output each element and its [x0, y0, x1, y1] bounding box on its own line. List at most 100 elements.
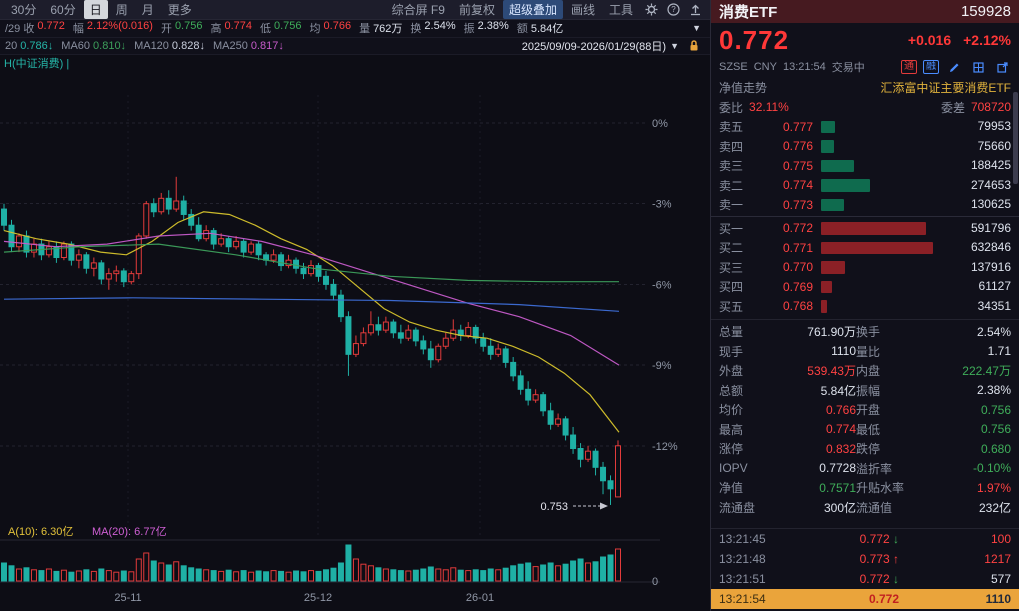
stat-label: 现手 [719, 344, 744, 359]
order-book: 卖五 0.777 79953 卖四 0.776 75660 卖三 0.775 188425 卖二 0… [711, 117, 1019, 316]
level-price: 0.775 [782, 158, 813, 173]
ma-items: 20 0.786↓ MA60 0.810↓ MA120 0.828↓ MA250 0.817↓ [5, 40, 292, 52]
quote-stat: /29 收 0.772 [5, 20, 65, 36]
external-link-icon[interactable] [995, 59, 1009, 75]
tick-price-cell: 0.772 ↓ [789, 572, 899, 586]
range-chevron-icon[interactable]: ▼ [670, 40, 679, 51]
level-volume-cell: 61127 [813, 277, 1011, 297]
ask-row-卖四[interactable]: 卖四 0.776 75660 [711, 137, 1019, 157]
ask-row-卖一[interactable]: 卖一 0.773 130625 [711, 195, 1019, 215]
scrollbar[interactable] [1013, 92, 1018, 184]
period-tab-月[interactable]: 月 [141, 3, 154, 18]
quote-stat-label: 均 [309, 23, 321, 36]
tool-button-前复权[interactable]: 前复权 [458, 3, 495, 18]
price-change-pct: +2.12% [963, 32, 1011, 48]
tick-volume: 1110 [985, 592, 1011, 606]
gear-icon[interactable] [642, 2, 660, 18]
nav-trend-row[interactable]: 净值走势 汇添富中证主要消费ETF [711, 77, 1019, 97]
svg-text:-12%: -12% [652, 441, 678, 453]
stats-grid: 总量 761.90万 换手 2.54% 现手 1110 量比 1.71 外盘 539.43万 内盘 2… [711, 319, 1019, 517]
period-tab-日[interactable]: 日 [83, 0, 108, 20]
security-name: 消费ETF [719, 4, 778, 21]
tick-row-13:21:54: 13:21:54 0.772 1110 [711, 589, 1019, 609]
date-range-label[interactable]: 2025/09/09-2026/01/29(88日) [521, 40, 667, 53]
tool-button-画线[interactable]: 画线 [570, 3, 595, 18]
level-price: 0.772 [782, 221, 813, 236]
tool-buttons: 综合屏 F9 前复权 超级叠加 画线 工具 [385, 0, 640, 20]
fund-name: 汇添富中证主要消费ETF [880, 80, 1011, 95]
level-volume-cell: 79953 [813, 117, 1011, 137]
candlestick-chart[interactable]: 0% -3% -6% -9% -12% 25-11 25-12 26-01 0 H(中证消费) |… [0, 55, 710, 606]
level-label: 卖三 [719, 159, 744, 174]
bid-row-买五[interactable]: 买五 0.768 34351 [711, 297, 1019, 317]
svg-text:25-11: 25-11 [114, 592, 141, 604]
quote-info-row: /29 收 0.772 幅 2.12%(0.016) 开 0.756 高 0.774 低 0.75… [0, 20, 710, 38]
level-label: 卖二 [719, 178, 744, 193]
stat-value: 0.7728 [819, 461, 856, 476]
bid-row-买四[interactable]: 买四 0.769 61127 [711, 277, 1019, 297]
level-price: 0.777 [782, 119, 813, 134]
stat-label: 净值 [719, 481, 744, 496]
stat-value: 2.54% [976, 324, 1011, 339]
chevron-down-icon[interactable]: ▼ [692, 23, 701, 34]
stat-value: 1.71 [987, 344, 1011, 359]
weibi-value: 32.11% [749, 100, 789, 114]
bid-row-买一[interactable]: 买一 0.772 591796 [711, 219, 1019, 239]
tick-trade-list[interactable]: 13:21:45 0.772 ↓ 100 13:21:48 0.773 ↑ 1217 13:… [711, 528, 1019, 611]
level-volume-cell: 188425 [813, 156, 1011, 176]
quote-panel: 消费ETF 159928 0.772 +0.016 +2.12% SZSE CN… [710, 0, 1019, 611]
level-price: 0.771 [782, 240, 813, 255]
stat-label: 振幅 [856, 383, 881, 398]
quote-header: 消费ETF 159928 [711, 0, 1019, 23]
stat-label: 开盘 [856, 403, 881, 418]
market-meta-row: SZSE CNY 13:21:54 交易中 通 融 [711, 57, 1019, 77]
buy-depth-bar [821, 280, 832, 293]
tick-price-cell: 0.772 ↓ [789, 532, 899, 546]
period-tab-更多[interactable]: 更多 [167, 3, 192, 18]
stat-label: 最高 [719, 422, 744, 437]
period-tab-60分[interactable]: 60分 [50, 3, 76, 18]
tick-row-13:21:51: 13:21:51 0.772 ↓ 577 [711, 569, 1019, 589]
ask-row-卖三[interactable]: 卖三 0.775 188425 [711, 156, 1019, 176]
svg-text:H(中证消费) |: H(中证消费) | [4, 56, 69, 70]
stat-label: 内盘 [856, 364, 881, 379]
toolbar: 30分 60分日周月更多 综合屏 F9 前复权 超级叠加 画线 工具 ? [0, 0, 710, 21]
nav-trend-label: 净值走势 [719, 80, 768, 95]
ask-row-卖五[interactable]: 卖五 0.777 79953 [711, 117, 1019, 137]
quote-stat: 高 0.774 [210, 20, 252, 36]
tool-button-超级叠加[interactable]: 超级叠加 [502, 0, 563, 20]
expand-icon[interactable] [686, 2, 704, 18]
level-label: 买一 [719, 221, 744, 236]
quote-stat-label: 幅 [72, 23, 84, 36]
stat-row-最高: 最高 0.774 最低 0.756 [711, 420, 1019, 440]
weibi-row: 委比 32.11% 委差 708720 [711, 97, 1019, 117]
stat-value: 5.84亿 [820, 383, 856, 398]
help-icon[interactable]: ? [664, 2, 682, 18]
quote-stat-label: 振 [463, 23, 475, 36]
quote-stat-value: 0.772 [37, 20, 65, 33]
bid-row-买三[interactable]: 买三 0.770 137916 [711, 258, 1019, 278]
tick-price-cell: 0.772 [789, 592, 899, 606]
level-label: 买三 [719, 260, 744, 275]
level-price: 0.769 [782, 279, 813, 294]
stat-label: 溢折率 [856, 461, 893, 476]
ma-value: 0.810↓ [93, 39, 127, 52]
ask-row-卖二[interactable]: 卖二 0.774 274653 [711, 176, 1019, 196]
tool-button-工具[interactable]: 工具 [608, 3, 633, 18]
period-tab-周[interactable]: 周 [115, 3, 128, 18]
level-volume-cell: 34351 [813, 297, 1011, 317]
bid-row-买二[interactable]: 买二 0.771 632846 [711, 238, 1019, 258]
level-volume: 274653 [970, 177, 1011, 192]
tool-button-综合屏 F9[interactable]: 综合屏 F9 [391, 3, 445, 18]
edit-icon[interactable] [947, 59, 961, 75]
chart-area: 0% -3% -6% -9% -12% 25-11 25-12 26-01 0 H(中证消费) |… [0, 55, 710, 611]
quote-stat: 开 0.756 [161, 20, 203, 36]
currency-label: CNY [753, 61, 777, 73]
quote-stat-label: 开 [160, 23, 172, 36]
quote-stat-label: 换 [410, 23, 422, 36]
lock-icon[interactable] [685, 38, 703, 54]
period-tab-30分[interactable]: 30分 [11, 3, 37, 18]
ma-label: 20 [5, 39, 18, 52]
grid-icon[interactable] [971, 59, 985, 75]
